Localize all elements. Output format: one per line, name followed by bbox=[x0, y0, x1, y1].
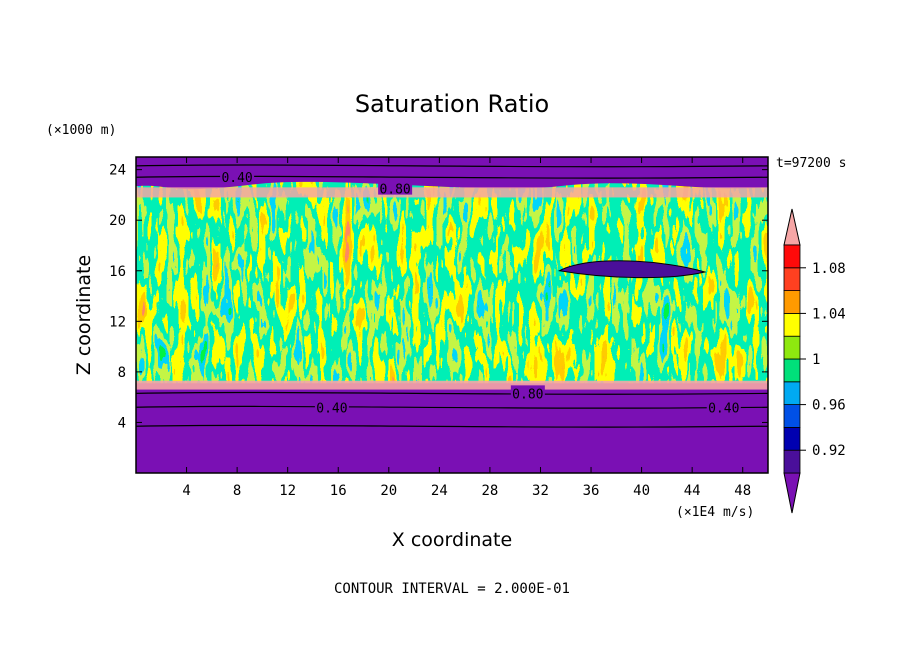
contour-label-bg bbox=[314, 399, 349, 414]
y-tick-label: 4 bbox=[118, 415, 126, 431]
contour-line-high-2 bbox=[136, 164, 768, 168]
contour-line-low-2 bbox=[136, 424, 768, 428]
y-tick-label: 20 bbox=[109, 213, 126, 229]
x-tick-label: 24 bbox=[431, 483, 448, 499]
contour-line-low-1 bbox=[136, 405, 768, 409]
plot-frame bbox=[135, 156, 769, 474]
y-axis-label: Z coordinate bbox=[73, 255, 95, 375]
x-tick-label: 44 bbox=[684, 483, 701, 499]
y-tick-label: 8 bbox=[118, 365, 126, 381]
colorbar: 1.08 1.04 1 0.96 0.92 bbox=[783, 208, 846, 514]
colorbar-swatch bbox=[783, 426, 801, 451]
time-label: t=97200 s bbox=[776, 156, 846, 171]
x-axis-unit: (×1E4 m/s) bbox=[676, 505, 754, 520]
contour-label-text: 0.80 bbox=[512, 387, 543, 402]
x-tick-label: 12 bbox=[279, 483, 296, 499]
contour-label: 0.40 bbox=[706, 399, 741, 416]
colorbar-swatch bbox=[783, 312, 801, 337]
y-axis-unit: (×1000 m) bbox=[46, 123, 116, 138]
x-tick-label: 36 bbox=[583, 483, 600, 499]
colorbar-swatch bbox=[783, 381, 801, 405]
contour-interval-text: CONTOUR INTERVAL = 2.000E-01 bbox=[334, 581, 570, 597]
colorbar-swatch bbox=[783, 358, 801, 383]
chart-title: Saturation Ratio bbox=[355, 90, 549, 118]
x-tick-label: 32 bbox=[532, 483, 549, 499]
x-tick-label: 8 bbox=[233, 483, 241, 499]
contour-label-text: 0.80 bbox=[379, 183, 410, 198]
contour-label: 0.80 bbox=[510, 385, 545, 402]
y-tick-label: 12 bbox=[109, 314, 126, 330]
x-tick-label: 40 bbox=[633, 483, 650, 499]
contour-label-bg bbox=[378, 180, 413, 195]
colorbar-swatch bbox=[783, 267, 801, 291]
x-tick-label: 28 bbox=[481, 483, 498, 499]
colorbar-swatch bbox=[783, 404, 801, 428]
colorbar-label: 1 bbox=[812, 352, 820, 368]
colorbar-label: 0.92 bbox=[812, 443, 846, 459]
contour-label-bg bbox=[706, 399, 741, 414]
colorbar-label: 0.96 bbox=[812, 398, 846, 414]
contour-label-text: 0.40 bbox=[708, 401, 739, 416]
y-tick-label: 24 bbox=[109, 163, 126, 179]
cloud-top-band bbox=[136, 187, 768, 198]
contour-label: 0.40 bbox=[314, 399, 349, 416]
colorbar-swatch bbox=[783, 244, 801, 269]
colorbar-under-triangle bbox=[783, 472, 801, 514]
y-tick-label: 16 bbox=[109, 264, 126, 280]
saturation-field: 0.40 0.80 0.40 0.80 0.40 bbox=[136, 157, 768, 473]
x-tick-label: 20 bbox=[380, 483, 397, 499]
x-tick-label: 4 bbox=[182, 483, 190, 499]
contour-label-text: 0.40 bbox=[221, 171, 252, 186]
colorbar-label: 1.04 bbox=[812, 306, 846, 322]
contour-label: 0.80 bbox=[378, 180, 413, 198]
colorbar-swatch bbox=[783, 335, 801, 360]
dry-lower-layer bbox=[136, 383, 768, 473]
x-axis-label: X coordinate bbox=[392, 529, 512, 551]
contour-label-bg bbox=[510, 385, 545, 400]
x-tick-label: 48 bbox=[734, 483, 751, 499]
contour-label-text: 0.40 bbox=[316, 401, 347, 416]
colorbar-over-triangle bbox=[783, 208, 801, 246]
x-tick-label: 16 bbox=[330, 483, 347, 499]
cloud-base-band bbox=[136, 380, 768, 390]
colorbar-swatch bbox=[783, 290, 801, 314]
contour-label-bg bbox=[220, 169, 255, 184]
dry-filament bbox=[557, 260, 707, 279]
contour-label: 0.40 bbox=[220, 169, 255, 186]
colorbar-swatch bbox=[783, 449, 801, 474]
contour-line-low-3 bbox=[136, 391, 768, 395]
colorbar-label: 1.08 bbox=[812, 261, 846, 277]
contour-line-high-1 bbox=[136, 175, 768, 179]
